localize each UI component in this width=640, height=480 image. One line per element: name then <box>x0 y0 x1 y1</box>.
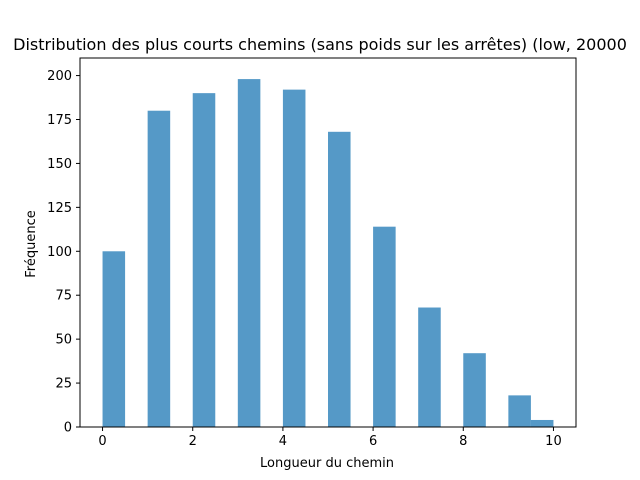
histogram-bar-2 <box>192 93 216 428</box>
histogram-bar-10 <box>530 419 554 427</box>
histogram-bar-5 <box>328 131 351 428</box>
histogram-bar-9 <box>508 395 531 427</box>
bars-layer <box>102 79 554 428</box>
plot-frame <box>79 57 577 428</box>
y-tick-label: 50 <box>55 333 72 348</box>
y-tick-label: 25 <box>55 377 72 392</box>
histogram-bar-7 <box>418 307 441 427</box>
y-axis-ticks: 0 25 50 75 100 125 150 175 200 <box>47 69 80 436</box>
histogram-bar-0 <box>102 251 126 427</box>
x-tick-label: 8 <box>459 434 467 449</box>
x-tick-label: 10 <box>545 434 562 449</box>
y-tick-label: 75 <box>55 289 72 304</box>
y-tick-label: 175 <box>47 113 72 128</box>
histogram-bar-6 <box>373 226 396 427</box>
histogram-bar-8 <box>463 353 486 427</box>
histogram-bar-3 <box>237 79 261 427</box>
x-tick-label: 0 <box>98 434 106 449</box>
histogram-bar-4 <box>282 89 306 427</box>
histogram-bar-1 <box>147 110 171 427</box>
x-tick-label: 2 <box>189 434 197 449</box>
y-axis-label: Fréquence <box>24 210 39 277</box>
x-axis-label: Longueur du chemin <box>260 456 394 471</box>
x-tick-label: 4 <box>279 434 287 449</box>
y-tick-label: 200 <box>47 69 72 84</box>
y-tick-label: 0 <box>64 421 72 436</box>
y-tick-label: 150 <box>47 157 72 172</box>
y-tick-label: 100 <box>47 245 72 260</box>
x-axis-ticks: 0 2 4 6 8 10 <box>98 427 562 449</box>
chart-title: Distribution des plus courts chemins (sa… <box>13 35 627 54</box>
y-tick-label: 125 <box>47 201 72 216</box>
x-tick-label: 6 <box>369 434 377 449</box>
